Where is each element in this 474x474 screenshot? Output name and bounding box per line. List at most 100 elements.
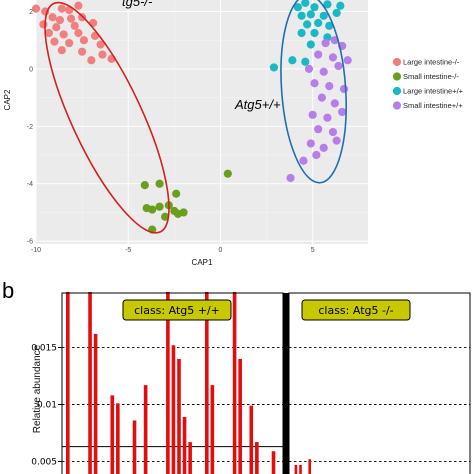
scatter-point <box>306 40 315 49</box>
bar-series <box>66 292 311 474</box>
bar <box>232 292 237 474</box>
scatter-point <box>339 84 349 94</box>
scatter-point <box>323 0 332 9</box>
bar <box>177 358 181 474</box>
bar <box>255 442 259 474</box>
relative-abundance-bar-chart: b 0.015 0.01 0.005 Relative abundance clas… <box>2 278 471 474</box>
scatter-point <box>310 79 319 88</box>
bar-y-tick-label: 0.01 <box>37 401 57 411</box>
scatter-point <box>334 61 343 71</box>
bar <box>210 385 215 474</box>
scatter-point <box>179 208 188 217</box>
bar-y-ticks: 0.015 0.01 0.005 <box>31 344 62 467</box>
bar <box>132 420 137 474</box>
scatter-point <box>223 169 232 178</box>
scatter-point <box>301 0 310 7</box>
scatter-gridlines <box>35 0 368 244</box>
bar <box>182 417 187 474</box>
legend-marker <box>392 101 402 110</box>
scatter-point <box>332 136 341 145</box>
legend-marker <box>392 57 402 67</box>
scatter-point <box>310 28 319 38</box>
scatter-point <box>338 107 347 117</box>
annotation-atg5-wildtype: Atg5+/+ <box>234 97 281 112</box>
scatter-point <box>286 173 295 183</box>
scatter-point <box>74 28 83 38</box>
bar <box>166 292 170 474</box>
bar <box>271 451 276 474</box>
bar-panel-frames <box>61 292 471 474</box>
scatter-point <box>306 139 315 148</box>
bar <box>308 459 311 474</box>
scatter-point <box>87 56 96 65</box>
scatter-point <box>336 1 345 10</box>
bar-gridlines <box>62 347 470 462</box>
facet-divider <box>283 293 289 474</box>
scatter-x-tick-label: -5 <box>125 247 131 254</box>
scatter-point <box>314 50 323 59</box>
scatter-x-tick-label: 0 <box>218 247 222 254</box>
scatter-point <box>319 143 328 152</box>
scatter-point <box>31 4 41 13</box>
facet-strip-label: class: Atg5 +/+ <box>134 304 220 317</box>
scatter-point <box>328 53 338 62</box>
facet-strip-box <box>301 299 411 321</box>
bar <box>205 292 209 474</box>
scatter-point <box>314 125 323 134</box>
scatter-point <box>79 36 89 45</box>
scatter-point <box>330 99 339 108</box>
legend-marker <box>392 86 402 96</box>
legend-label: Large intestine+/+ <box>403 87 464 96</box>
facet-strips: class: Atg5 +/+ class: Atg5 -/- <box>122 299 411 321</box>
scatter-point <box>288 56 297 65</box>
scatter-point <box>269 63 279 72</box>
scatter-point <box>293 3 303 12</box>
scatter-point <box>140 181 149 190</box>
scatter-point <box>39 20 48 29</box>
scatter-point <box>155 179 164 188</box>
scatter-y-tick-label: -6 <box>27 239 33 246</box>
scatter-point <box>96 40 105 49</box>
bar <box>171 345 176 474</box>
bar-y-tick-label: 0.015 <box>31 344 57 354</box>
scatter-x-axis-label: CAP1 <box>192 258 213 267</box>
legend-label: Small intestine+/+ <box>403 101 463 110</box>
facet-strip-label: class: Atg5 -/- <box>318 304 393 317</box>
scatter-point <box>55 15 65 25</box>
bar-y-axis-label: Relative abundance <box>32 344 43 433</box>
scatter-point <box>52 23 61 32</box>
scatter-point <box>297 11 306 20</box>
scatter-legend: Large intestine-/- Small intestine-/- Larg… <box>392 57 464 110</box>
annotation-atg5-knockout: tg5-/- <box>122 0 153 9</box>
scatter-point <box>343 56 352 65</box>
scatter-point <box>314 18 323 28</box>
scatter-y-tick-label: -4 <box>27 181 33 188</box>
scatter-point <box>332 8 341 18</box>
bar <box>294 464 298 474</box>
scatter-point <box>319 67 328 76</box>
scatter-point <box>78 47 87 56</box>
scatter-point <box>310 3 319 12</box>
bar <box>93 333 98 474</box>
scatter-point <box>319 11 328 20</box>
scatter-point <box>148 205 157 214</box>
cap-scatter-plot: 2 0 -2 -4 -6 -10 -5 0 5 CAP2 CAP1 tg5-/- Atg5+/… <box>3 0 464 267</box>
scatter-point <box>172 189 181 198</box>
scatter-point <box>303 20 312 29</box>
scatter-point <box>65 38 74 48</box>
scatter-point <box>328 127 338 137</box>
scatter-y-tick-label: -2 <box>27 124 33 131</box>
scatter-point <box>323 113 332 122</box>
scatter-point <box>161 212 170 221</box>
bar-y-tick-label: 0.005 <box>31 457 57 467</box>
scatter-point <box>304 64 314 73</box>
legend-marker <box>392 72 402 81</box>
bar <box>110 395 115 474</box>
scatter-point <box>57 46 66 55</box>
scatter-point <box>299 156 308 165</box>
facet-strip-box <box>122 299 232 321</box>
bar <box>299 464 302 474</box>
bar <box>249 405 254 474</box>
ellipse-atg5-knockout <box>44 1 170 234</box>
